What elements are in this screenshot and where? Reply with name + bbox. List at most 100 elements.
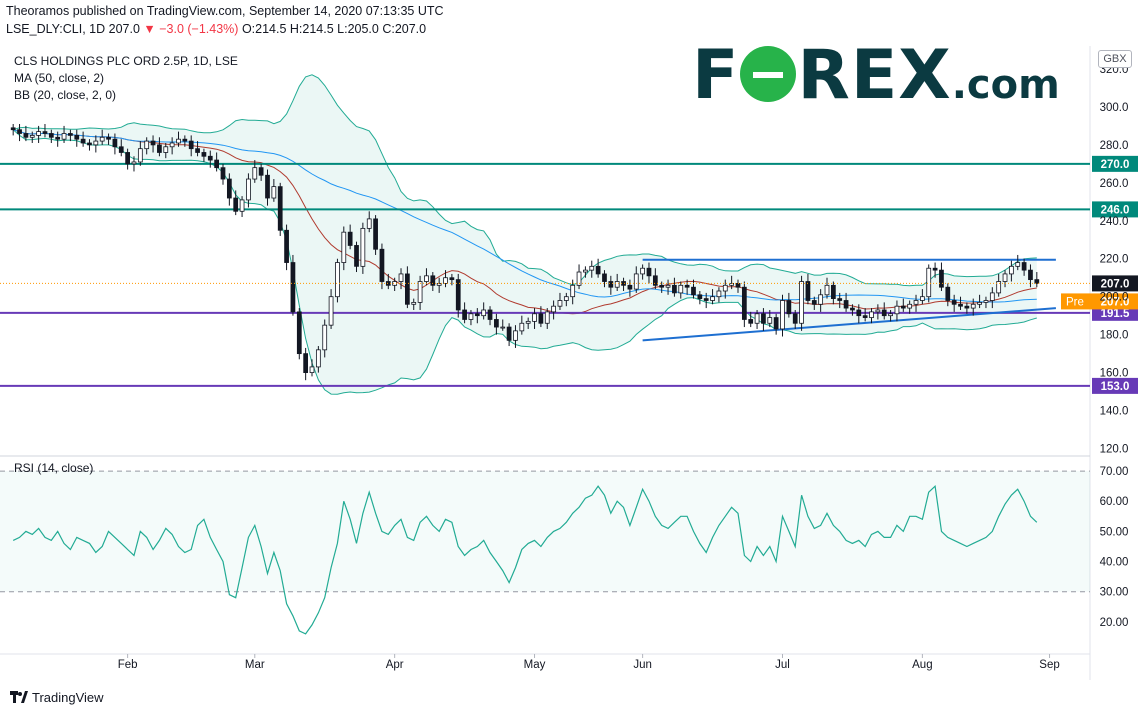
candle: [246, 178, 251, 201]
price-tick-label: 260.0: [1100, 178, 1129, 190]
candle: [837, 298, 843, 301]
candle: [602, 273, 607, 282]
candle: [519, 322, 525, 332]
candle: [150, 140, 156, 146]
candle: [818, 294, 824, 305]
price-tick-label: 220.0: [1100, 254, 1129, 266]
candle: [99, 136, 105, 142]
candle: [951, 300, 957, 305]
time-tick-label: May: [524, 659, 546, 671]
candle: [824, 284, 830, 296]
candle: [1021, 262, 1027, 271]
candle: [665, 284, 671, 288]
candle: [87, 142, 92, 146]
time-tick-label: Jun: [633, 659, 652, 671]
candle: [513, 330, 518, 341]
level-label-246.0: 246.0: [1101, 204, 1130, 216]
rsi-tick-label: 60.00: [1100, 496, 1129, 508]
candle: [856, 309, 862, 317]
candle: [354, 245, 359, 267]
time-tick-label: Feb: [118, 659, 138, 671]
candle: [907, 303, 913, 309]
candle: [544, 311, 550, 324]
candle: [296, 311, 302, 355]
candle: [735, 283, 741, 288]
candle: [328, 296, 334, 326]
candle: [207, 155, 213, 161]
candle: [932, 267, 938, 271]
support-trendline: [642, 307, 1056, 342]
rsi-tick-label: 30.00: [1100, 587, 1129, 599]
time-tick-label: Mar: [245, 659, 265, 671]
pre-market-tag: [1061, 293, 1138, 310]
candle: [500, 326, 506, 329]
candle: [309, 366, 315, 374]
candle: [926, 267, 932, 298]
symbol[interactable]: LSE_DLY:CLI, 1D: [6, 22, 106, 36]
candle: [341, 231, 347, 263]
bb-legend[interactable]: BB (20, close, 2, 0): [14, 88, 117, 102]
candle: [347, 231, 353, 246]
candle: [633, 273, 639, 290]
candle: [315, 349, 321, 368]
price-tick-label: 300.0: [1100, 102, 1129, 114]
candle: [920, 296, 925, 301]
candle: [188, 140, 194, 150]
candle: [646, 267, 652, 277]
candle: [366, 218, 372, 229]
candle: [805, 281, 811, 301]
candle: [373, 218, 378, 250]
level-label-270.0: 270.0: [1101, 159, 1130, 171]
candle: [239, 199, 245, 212]
candle: [74, 134, 80, 140]
candle: [125, 152, 130, 165]
candle: [201, 152, 207, 157]
candle: [640, 267, 645, 275]
candle: [252, 167, 258, 180]
candle: [703, 298, 709, 301]
tradingview-brand[interactable]: TradingView: [10, 690, 104, 705]
published-info: Theoramos published on TradingView.com, …: [6, 4, 444, 18]
candle: [474, 313, 480, 317]
bollinger-lower: [12, 129, 1037, 395]
candle: [525, 320, 531, 324]
candle: [1015, 262, 1021, 267]
candle: [265, 174, 270, 199]
rsi-tick-label: 20.00: [1100, 617, 1129, 629]
currency-badge[interactable]: GBX: [1098, 50, 1132, 68]
candle: [436, 283, 442, 286]
candle: [913, 300, 919, 305]
candle: [1028, 269, 1033, 281]
candle: [118, 146, 124, 153]
candle: [652, 275, 658, 286]
candle: [989, 292, 995, 301]
candle: [888, 313, 893, 317]
symbol-info: LSE_DLY:CLI, 1D 207.0 ▼ −3.0 (−1.43%) O:…: [6, 22, 426, 36]
candle: [881, 309, 887, 317]
candle: [468, 313, 474, 320]
price-tick-label: 160.0: [1100, 368, 1129, 380]
candle: [169, 142, 175, 148]
candle: [977, 301, 982, 305]
bollinger-upper: [13, 74, 1037, 287]
last-price: 207.0: [108, 22, 140, 36]
price-tick-label: 280.0: [1100, 140, 1129, 152]
price-tick-label: 120.0: [1100, 444, 1129, 456]
last-price-tag: [1092, 275, 1138, 292]
ma-legend[interactable]: MA (50, close, 2): [14, 71, 105, 85]
rsi-legend[interactable]: RSI (14, close): [14, 461, 94, 475]
candle: [1002, 273, 1008, 282]
time-tick-label: Apr: [386, 659, 404, 671]
candle: [729, 283, 735, 286]
candle: [1034, 279, 1040, 284]
candle: [430, 275, 436, 286]
candle: [780, 300, 785, 330]
candle: [869, 311, 874, 318]
candle: [672, 284, 677, 294]
candle: [939, 269, 944, 288]
candle: [68, 133, 73, 136]
logo-o-icon: [740, 46, 797, 102]
candle: [290, 262, 296, 313]
candle: [494, 319, 499, 328]
